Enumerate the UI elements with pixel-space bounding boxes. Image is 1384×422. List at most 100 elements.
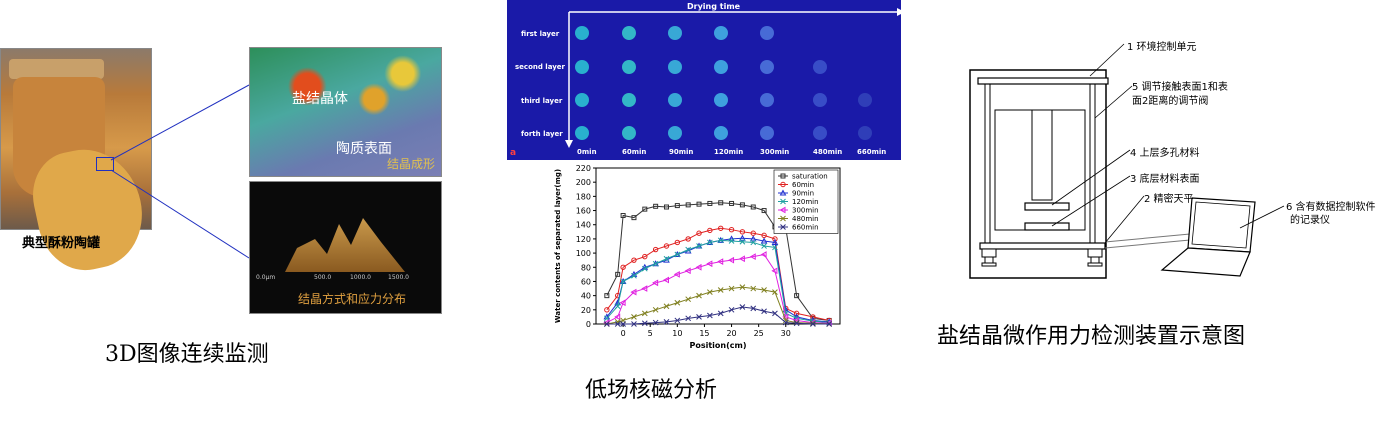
label-recorder-2: 的记录仪 [1290, 215, 1330, 226]
data-point [794, 293, 800, 299]
panel-letter: a [510, 148, 517, 158]
data-point [780, 224, 786, 230]
series-line [606, 253, 830, 324]
x-tick-label: 10 [672, 329, 682, 338]
data-point [652, 306, 659, 313]
nmr-sample [622, 26, 636, 40]
data-point [717, 237, 724, 244]
data-point [793, 310, 800, 317]
data-point [782, 319, 789, 326]
data-point [620, 278, 626, 285]
nmr-grid [565, 8, 905, 148]
legend-label: 300min [792, 207, 819, 215]
data-point [782, 313, 789, 321]
data-point [614, 321, 621, 327]
data-point [674, 299, 681, 306]
data-point [619, 299, 626, 307]
y-tick-label: 140 [576, 221, 591, 230]
crystal-relief [285, 218, 405, 272]
data-point [684, 267, 691, 275]
middle-caption: 低场核磁分析 [585, 378, 718, 403]
data-point [717, 310, 724, 317]
data-point [674, 251, 681, 258]
data-point [749, 253, 756, 260]
data-point [652, 246, 659, 253]
data-point [738, 255, 745, 263]
tick-500: 500.0 [314, 274, 332, 281]
data-point [614, 303, 621, 310]
nmr-sample [668, 60, 682, 74]
data-point [653, 203, 659, 209]
row-first: first layer [521, 30, 560, 38]
data-point [772, 310, 778, 317]
data-point [760, 251, 767, 258]
right-caption: 盐结晶微作用力检测装置示意图 [937, 324, 1246, 349]
data-point [739, 202, 745, 208]
data-point [652, 260, 659, 267]
data-point [631, 314, 637, 320]
data-point [685, 315, 692, 322]
y-axis-label: Water contents of separated layer(mg) [554, 169, 562, 323]
data-point [707, 239, 713, 246]
time-60: 60min [622, 148, 647, 156]
data-point [604, 293, 610, 299]
label-recorder-1: 6 含有数据控制软件 [1286, 202, 1376, 213]
data-point [663, 255, 670, 262]
data-point [728, 256, 735, 264]
data-point [707, 312, 713, 319]
data-point [642, 206, 648, 212]
jar-lid [9, 59, 104, 79]
data-point [750, 239, 757, 246]
data-point [674, 317, 681, 324]
data-point [603, 321, 610, 327]
nmr-sample [813, 60, 827, 74]
nmr-image: Drying time first layer second layer thi… [507, 0, 905, 160]
data-point [810, 320, 816, 327]
environment-chamber [969, 69, 1107, 279]
y-tick-label: 200 [576, 178, 591, 187]
nmr-sample [714, 93, 728, 107]
y-tick-label: 0 [586, 320, 591, 329]
data-point [718, 200, 724, 206]
nmr-sample [760, 93, 774, 107]
legend-label: 60min [792, 181, 814, 189]
data-point [663, 204, 669, 210]
laptop-screen [1187, 197, 1256, 253]
nmr-sample [622, 60, 636, 74]
data-point [810, 314, 816, 320]
plot-frame [595, 167, 841, 325]
surface-3d-top: 盐结晶体 陶质表面 结晶成形 [249, 47, 442, 177]
ceramic-jar-photo [0, 48, 153, 279]
data-point [696, 292, 702, 299]
lower-material-surface [1024, 222, 1070, 231]
row-forth: forth layer [521, 130, 563, 138]
data-point [707, 227, 713, 234]
data-point [761, 243, 767, 249]
time-90: 90min [669, 148, 694, 156]
data-point [779, 206, 786, 214]
data-point [631, 257, 637, 263]
nmr-sample [714, 126, 728, 140]
label-env: 1 环境控制单元 [1127, 42, 1197, 53]
label-upper: 4 上层多孔材料 [1130, 148, 1200, 159]
tick-1000: 1000.0 [350, 274, 371, 281]
y-tick-label: 40 [581, 292, 591, 301]
row-third: third layer [521, 97, 563, 105]
data-point [728, 226, 735, 233]
data-point [652, 319, 659, 326]
data-point [750, 204, 756, 210]
legend-label: 90min [792, 190, 814, 198]
data-point [761, 308, 767, 315]
legend-label: 120min [792, 198, 819, 206]
nmr-sample [813, 93, 827, 107]
x-tick-label: 0 [621, 329, 626, 338]
nmr-sample [575, 60, 589, 74]
data-point [728, 285, 735, 292]
data-point [779, 189, 787, 196]
y-tick-label: 160 [576, 207, 591, 216]
surface-3d-bottom: 0.0μm 500.0 1000.0 1500.0 结晶方式和应力分布 [249, 181, 442, 314]
nmr-sample [622, 93, 636, 107]
data-point [663, 303, 670, 310]
data-point [696, 201, 702, 207]
y-tick-label: 120 [576, 235, 591, 244]
